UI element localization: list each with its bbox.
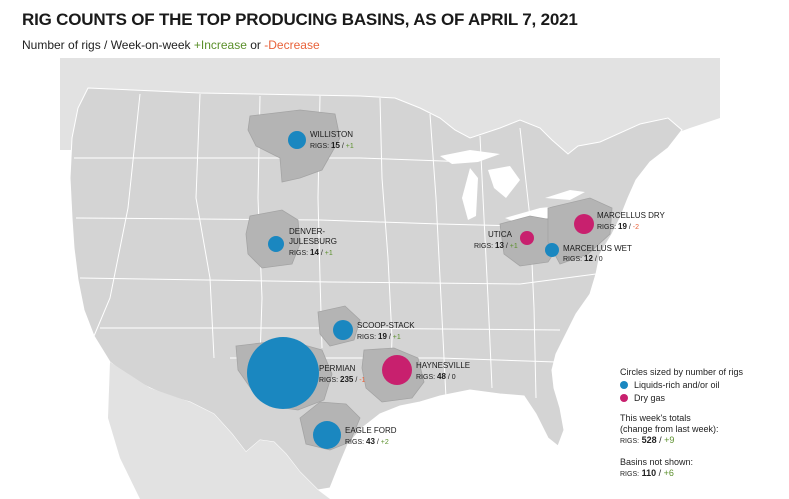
notshown-label: Basins not shown: [620,457,694,467]
utica-name: UTICA [488,230,513,239]
legend-not-shown: Basins not shown: RIGS: 110 / +6 [620,457,780,480]
scoop-name: SCOOP-STACK [357,321,415,330]
us-map: WILLISTON RIGS: 15 / +1 DENVER- JULESBUR… [0,58,789,499]
map-legend: Circles sized by number of rigs Liquids-… [620,367,780,480]
map-title: RIG COUNTS OF THE TOP PRODUCING BASINS, … [22,10,578,29]
utica-circle[interactable] [520,231,534,245]
subtitle-decrease: -Decrease [264,38,320,52]
williston-name: WILLISTON [310,130,353,139]
utica-rigs: RIGS: 13 / +1 [474,241,518,250]
marcellus-dry-rigs: RIGS: 19 / -2 [597,222,639,231]
totals-line1: This week's totals [620,413,691,423]
legend-title: Circles sized by number of rigs [620,367,744,377]
marcellus-dry-circle[interactable] [574,214,594,234]
dj-rigs: RIGS: 14 / +1 [289,248,333,257]
marcellus-dry-name: MARCELLUS DRY [597,211,666,220]
mexico-land [108,362,330,499]
eagleford-circle[interactable] [313,421,341,449]
permian-circle[interactable] [247,337,319,409]
totals-line2: (change from last week): [620,424,719,434]
eagleford-rigs: RIGS: 43 / +2 [345,437,389,446]
permian-rigs: RIGS: 235 / -1 [319,375,366,384]
scoop-rigs: RIGS: 19 / +1 [357,332,401,341]
subtitle-prefix: Number of rigs / Week-on-week [22,38,191,52]
haynesville-name: HAYNESVILLE [416,361,470,370]
legend-gas-label: Dry gas [634,393,666,403]
legend-totals: This week's totals (change from last wee… [620,413,780,447]
legend-gas-row: Dry gas [620,393,780,403]
dj-circle[interactable] [268,236,284,252]
haynesville-rigs: RIGS: 48 / 0 [416,372,456,381]
haynesville-circle[interactable] [382,355,412,385]
subtitle-or: or [250,38,261,52]
dj-name-1: DENVER- [289,227,325,236]
notshown-values: RIGS: 110 / +6 [620,468,674,478]
williston-circle[interactable] [288,131,306,149]
legend-oil-label: Liquids-rich and/or oil [634,380,720,390]
eagleford-name: EAGLE FORD [345,426,397,435]
legend-oil-row: Liquids-rich and/or oil [620,380,780,390]
marcellus-wet-rigs: RIGS: 12 / 0 [563,254,603,263]
totals-values: RIGS: 528 / +9 [620,435,675,445]
subtitle-increase: +Increase [193,38,247,52]
oil-swatch-icon [620,381,628,389]
dj-name-2: JULESBURG [289,237,337,246]
permian-name: PERMIAN [319,364,356,373]
scoop-circle[interactable] [333,320,353,340]
map-subtitle: Number of rigs / Week-on-week +Increase … [22,38,320,52]
marcellus-wet-circle[interactable] [545,243,559,257]
gas-swatch-icon [620,394,628,402]
marcellus-wet-name: MARCELLUS WET [563,244,632,253]
williston-rigs: RIGS: 15 / +1 [310,141,354,150]
